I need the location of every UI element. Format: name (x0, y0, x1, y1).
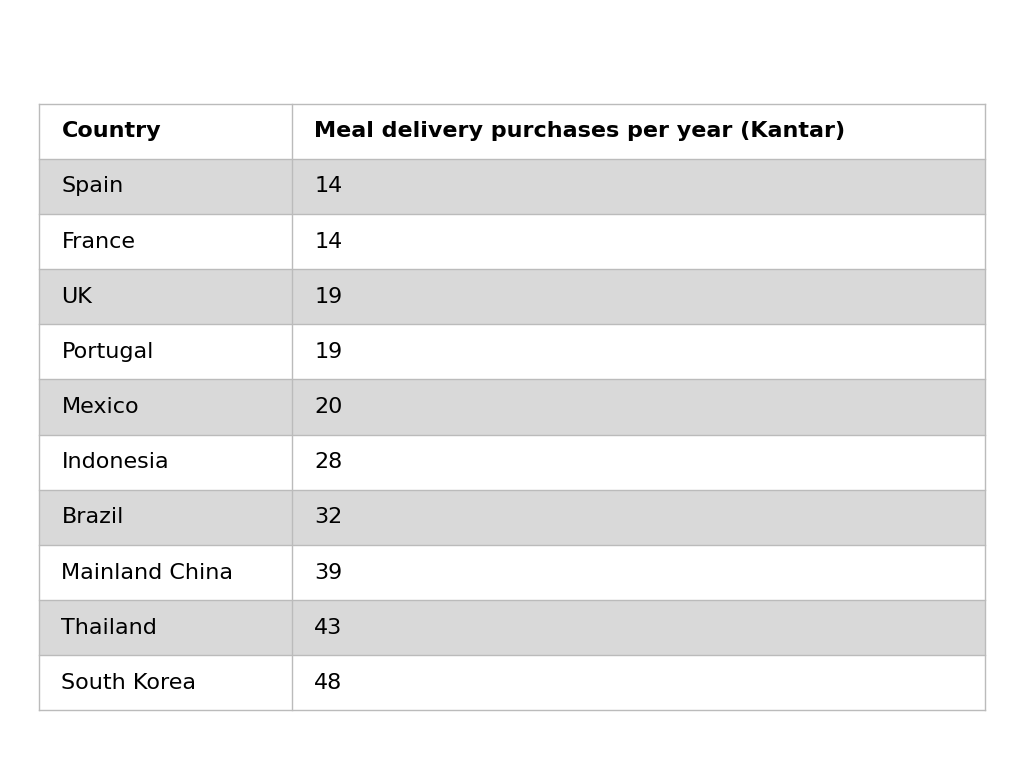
Text: Thailand: Thailand (61, 617, 158, 637)
Text: 32: 32 (314, 508, 343, 528)
Bar (39, 324, 985, 379)
Text: 19: 19 (314, 342, 343, 362)
Bar (39, 545, 985, 600)
Bar (39, 600, 985, 655)
Text: South Korea: South Korea (61, 673, 197, 693)
Text: UK: UK (61, 286, 92, 306)
Bar (39, 214, 985, 269)
Text: Brazil: Brazil (61, 508, 124, 528)
Text: 14: 14 (314, 232, 343, 252)
Bar (39, 435, 985, 490)
Text: 48: 48 (314, 673, 343, 693)
Text: Country: Country (61, 121, 161, 141)
Text: Spain: Spain (61, 177, 124, 197)
Bar (39, 490, 985, 545)
Bar (39, 104, 985, 159)
Text: 14: 14 (314, 177, 343, 197)
Bar (39, 655, 985, 710)
Text: Mexico: Mexico (61, 397, 139, 417)
Text: France: France (61, 232, 135, 252)
Text: Mainland China: Mainland China (61, 562, 233, 582)
Bar (39, 269, 985, 324)
Bar (39, 159, 985, 214)
Text: Indonesia: Indonesia (61, 452, 169, 472)
Text: 19: 19 (314, 286, 343, 306)
Text: 20: 20 (314, 397, 343, 417)
Text: Meal delivery purchases per year (Kantar): Meal delivery purchases per year (Kantar… (314, 121, 846, 141)
Text: Portugal: Portugal (61, 342, 154, 362)
Text: 28: 28 (314, 452, 343, 472)
Bar (39, 379, 985, 435)
Text: 39: 39 (314, 562, 343, 582)
Text: 43: 43 (314, 617, 343, 637)
